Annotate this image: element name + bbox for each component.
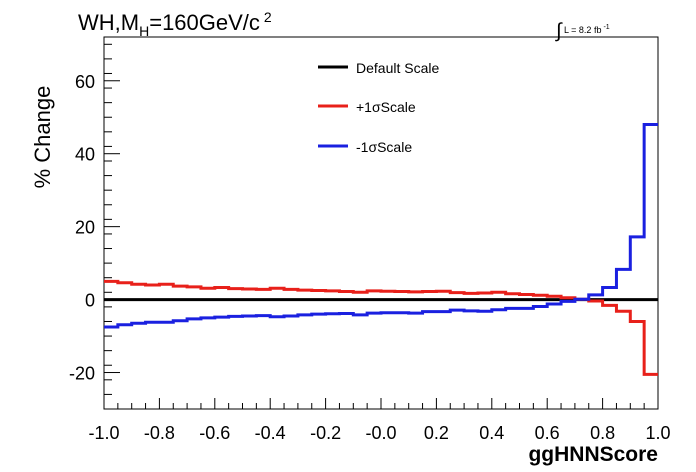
x-tick-label: 1.0 bbox=[645, 423, 670, 443]
legend-plus-1sigma-scale-label: +1σScale bbox=[356, 99, 416, 115]
y-tick-label: 60 bbox=[75, 72, 95, 92]
y-tick-label: -20 bbox=[69, 364, 95, 384]
legend: Default Scale +1σScale -1σScale bbox=[318, 60, 439, 155]
x-tick-label: -1.0 bbox=[88, 423, 119, 443]
series-minus-1sigma-scale bbox=[104, 123, 658, 329]
x-tick-label: 0.4 bbox=[479, 423, 504, 443]
chart-title: WH,MH=160GeV/c 2 bbox=[78, 9, 272, 39]
x-tick-label: -0.2 bbox=[310, 423, 341, 443]
x-tick-label: 0.8 bbox=[590, 423, 615, 443]
y-tick-label: 40 bbox=[75, 145, 95, 165]
integral-symbol: ∫ bbox=[556, 20, 562, 42]
legend-default-scale-label: Default Scale bbox=[356, 60, 439, 76]
plot-frame bbox=[103, 36, 659, 410]
axis-ticks: -1.0 -0.8 -0.6 -0.4 -0.2 -0.0 0.2 0.4 0.6 0.8 1.0 -… bbox=[69, 43, 671, 443]
luminosity-label: ∫ L = 8.2 fb -1 bbox=[556, 16, 610, 42]
x-tick-label: 0.6 bbox=[535, 423, 560, 443]
y-axis-label: % Change bbox=[30, 86, 55, 189]
lumi-text: L = 8.2 fb bbox=[564, 25, 602, 35]
series-plus-1sigma-scale bbox=[104, 279, 658, 376]
y-tick-label: 0 bbox=[85, 291, 95, 311]
title-subscript: H bbox=[139, 23, 150, 39]
title-prefix: WH,M bbox=[78, 10, 140, 35]
series-group bbox=[104, 123, 658, 376]
x-axis-label: ggHNNScore bbox=[528, 443, 658, 466]
title-superscript: 2 bbox=[263, 9, 272, 25]
x-tick-label: -0.4 bbox=[255, 423, 286, 443]
y-tick-label: 20 bbox=[75, 218, 95, 238]
x-tick-label: -0.8 bbox=[144, 423, 175, 443]
legend-minus-1sigma-scale-label: -1σScale bbox=[356, 139, 412, 155]
lumi-superscript: -1 bbox=[603, 24, 610, 31]
x-tick-label: 0.2 bbox=[424, 423, 449, 443]
title-suffix: =160GeV/c bbox=[149, 10, 260, 35]
x-tick-label: -0.6 bbox=[199, 423, 230, 443]
x-tick-label: -0.0 bbox=[365, 423, 396, 443]
